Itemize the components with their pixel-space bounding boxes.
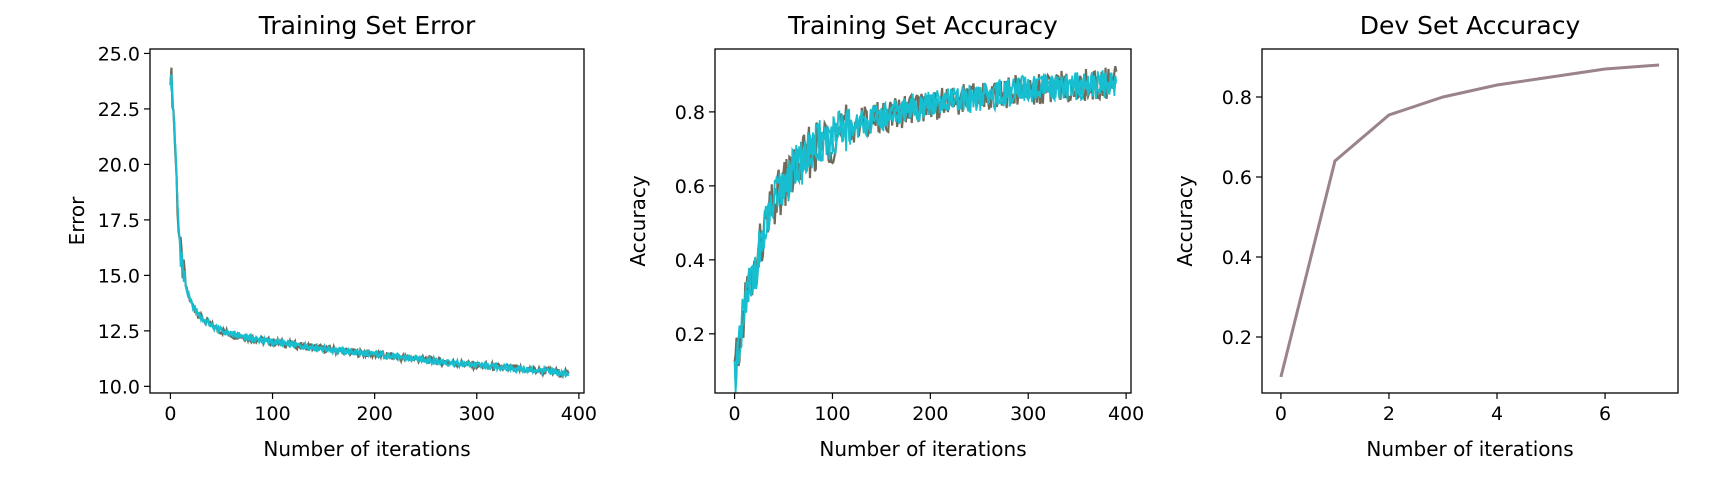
series-line <box>169 67 570 380</box>
chart-dev-accuracy: 0 2 4 6 0.2 0.4 0.6 0.8 Dev Set Accuracy Number o… <box>1173 11 1679 461</box>
x-tick-label: 200 <box>912 403 948 425</box>
y-tick-label: 12.5 <box>98 321 140 343</box>
x-tick-label: 100 <box>254 403 290 425</box>
x-tick-label: 2 <box>1383 403 1395 425</box>
x-tick-label: 4 <box>1491 403 1503 425</box>
y-tick-label: 0.4 <box>675 250 705 272</box>
y-tick-label: 20.0 <box>98 154 140 176</box>
y-axis-label: Accuracy <box>1173 175 1197 266</box>
x-axis-label: Number of iterations <box>819 437 1026 461</box>
y-tick-label: 0.8 <box>675 102 705 124</box>
y-tick-label: 0.8 <box>1222 87 1252 109</box>
chart-title: Dev Set Accuracy <box>1360 11 1581 40</box>
x-axis-label: Number of iterations <box>1366 437 1573 461</box>
x-tick-label: 400 <box>1108 403 1144 425</box>
chart-title: Training Set Error <box>258 11 476 40</box>
series-line <box>733 70 1118 393</box>
axes-frame <box>1261 48 1679 394</box>
chart-training-error: 0 100 200 300 400 10.0 12.5 15.0 17.5 20.0 22.5 25.… <box>65 11 597 461</box>
series-line <box>169 78 569 378</box>
x-tick-label: 6 <box>1599 403 1611 425</box>
y-tick-label: 0.4 <box>1222 247 1252 269</box>
y-tick-label: 17.5 <box>98 210 140 232</box>
y-tick-label: 0.6 <box>1222 167 1252 189</box>
axes-frame <box>714 48 1132 394</box>
chart-title: Training Set Accuracy <box>787 11 1058 40</box>
x-tick-label: 100 <box>814 403 850 425</box>
x-tick-label: 0 <box>729 403 741 425</box>
y-tick-label: 0.2 <box>675 324 705 346</box>
y-tick-label: 22.5 <box>98 99 140 121</box>
x-tick-label: 0 <box>164 403 176 425</box>
y-tick-label: 0.6 <box>675 176 705 198</box>
y-tick-label: 10.0 <box>98 376 140 398</box>
y-tick-label: 15.0 <box>98 265 140 287</box>
x-axis-label: Number of iterations <box>263 437 470 461</box>
y-axis-label: Error <box>65 196 89 246</box>
x-tick-label: 200 <box>357 403 393 425</box>
axes-frame <box>149 48 585 394</box>
x-tick-label: 300 <box>1010 403 1046 425</box>
series-line <box>1279 63 1660 378</box>
y-tick-label: 0.2 <box>1222 327 1252 349</box>
y-tick-label: 25.0 <box>98 43 140 65</box>
y-axis-label: Accuracy <box>626 175 650 266</box>
series-line <box>733 72 1118 379</box>
x-tick-label: 300 <box>459 403 495 425</box>
x-tick-label: 400 <box>561 403 597 425</box>
chart-training-accuracy: 0 100 200 300 400 0.2 0.4 0.6 0.8 Training Set Ac… <box>626 11 1144 461</box>
x-tick-label: 0 <box>1275 403 1287 425</box>
